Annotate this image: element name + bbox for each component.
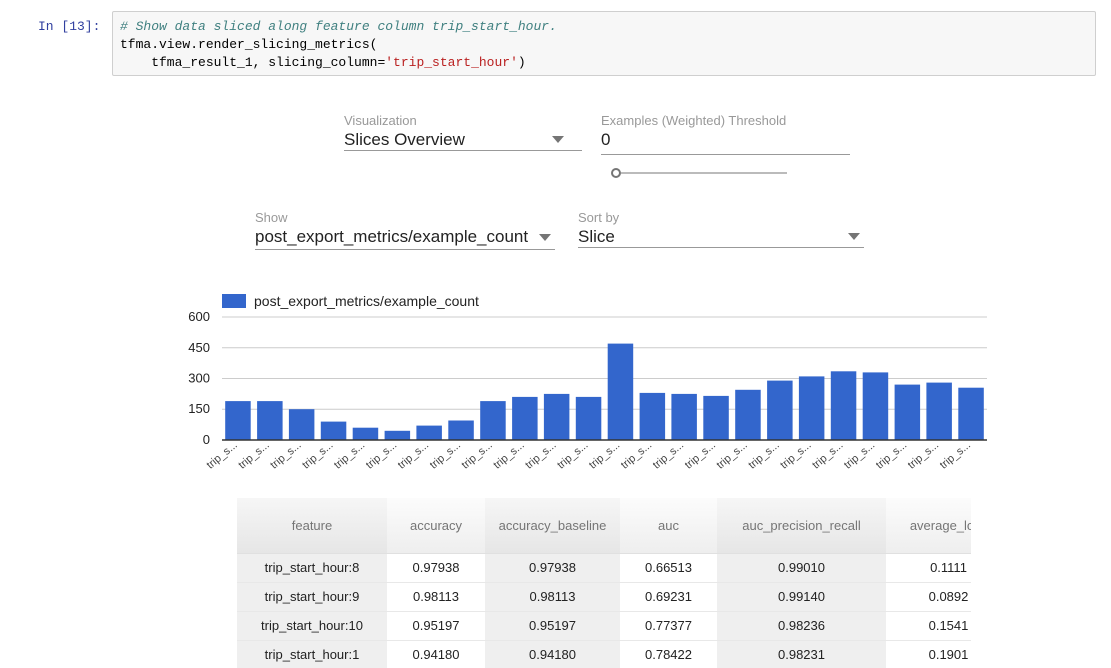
svg-text:600: 600 <box>188 309 210 324</box>
svg-text:trip_s...: trip_s... <box>587 439 622 471</box>
svg-text:300: 300 <box>188 371 210 386</box>
svg-text:trip_s...: trip_s... <box>491 439 526 471</box>
svg-text:trip_s...: trip_s... <box>236 439 271 471</box>
svg-text:trip_s...: trip_s... <box>555 439 590 471</box>
svg-text:0: 0 <box>203 432 210 447</box>
svg-text:trip_s...: trip_s... <box>428 439 463 471</box>
svg-text:trip_s...: trip_s... <box>300 439 335 471</box>
svg-text:trip_s...: trip_s... <box>651 439 686 471</box>
svg-text:trip_s...: trip_s... <box>714 439 749 471</box>
svg-text:trip_s...: trip_s... <box>364 439 399 471</box>
svg-text:trip_s...: trip_s... <box>746 439 781 471</box>
svg-text:trip_s...: trip_s... <box>268 439 303 471</box>
svg-text:trip_s...: trip_s... <box>332 439 367 471</box>
svg-text:trip_s...: trip_s... <box>523 439 558 471</box>
svg-text:150: 150 <box>188 401 210 416</box>
svg-text:trip_s...: trip_s... <box>778 439 813 471</box>
svg-text:trip_s...: trip_s... <box>619 439 654 471</box>
svg-text:trip_s...: trip_s... <box>810 439 845 471</box>
svg-text:trip_s...: trip_s... <box>683 439 718 471</box>
svg-text:trip_s...: trip_s... <box>459 439 494 471</box>
svg-text:trip_s...: trip_s... <box>874 439 909 471</box>
svg-text:trip_s...: trip_s... <box>938 439 973 471</box>
svg-text:trip_s...: trip_s... <box>396 439 431 471</box>
svg-text:trip_s...: trip_s... <box>906 439 941 471</box>
svg-text:450: 450 <box>188 340 210 355</box>
svg-text:trip_s...: trip_s... <box>842 439 877 471</box>
